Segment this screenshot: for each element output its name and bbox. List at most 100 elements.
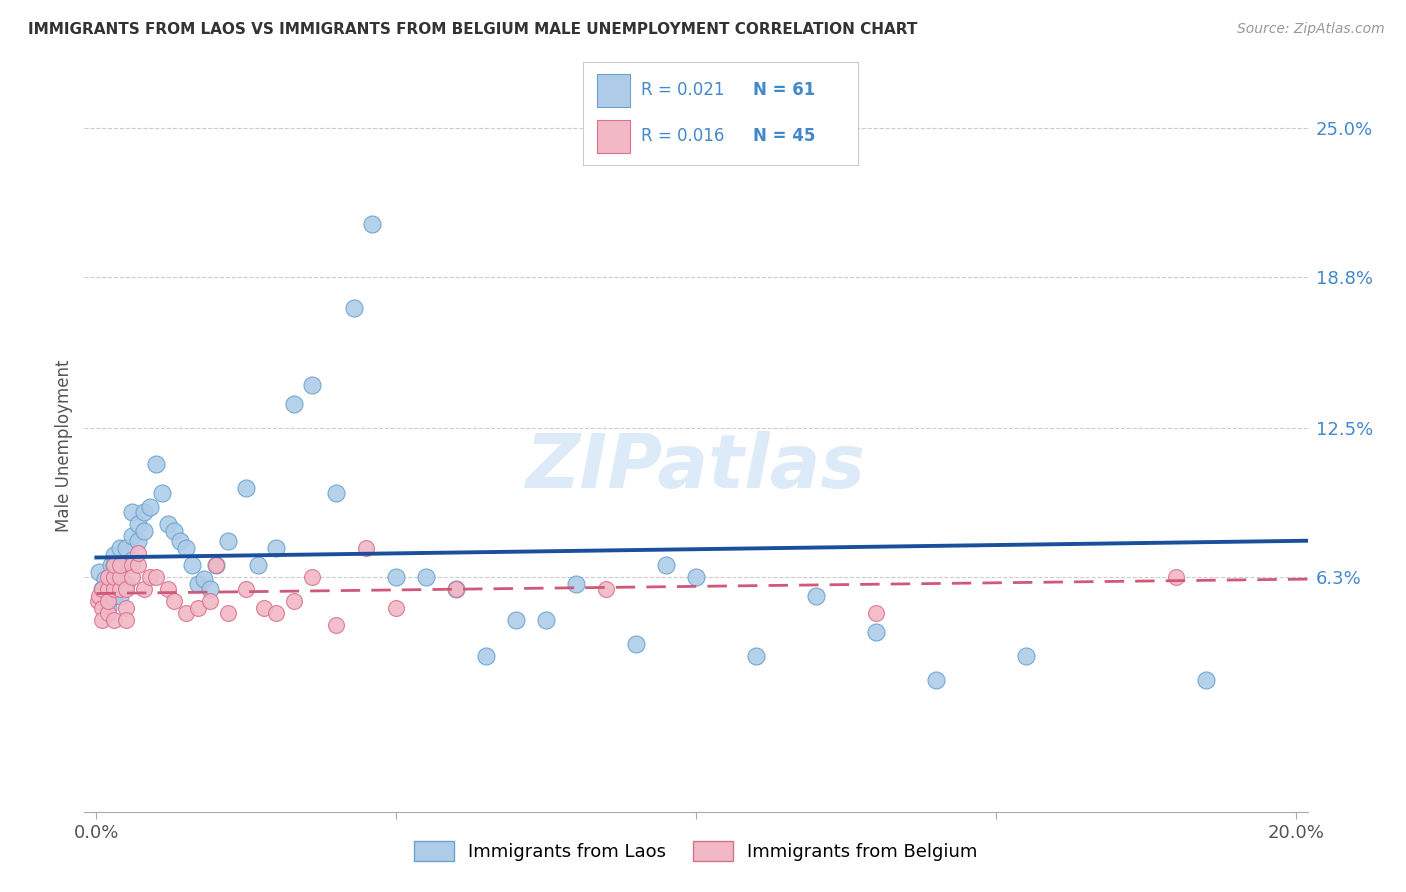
Point [193, 572, 215, 586]
Point [134, 524, 156, 538]
Point [127, 516, 149, 531]
Point [624, 637, 647, 651]
Point [264, 606, 287, 620]
Point [103, 577, 125, 591]
Text: N = 61: N = 61 [754, 81, 815, 99]
Point [169, 533, 191, 548]
Point [444, 582, 467, 596]
Point [115, 600, 138, 615]
Point [343, 301, 366, 315]
Point [97, 593, 120, 607]
Point [217, 606, 239, 620]
Point [97, 582, 120, 596]
Point [1164, 570, 1187, 584]
Point [103, 589, 125, 603]
Point [91, 582, 114, 596]
Text: N = 45: N = 45 [754, 128, 815, 145]
Point [301, 377, 323, 392]
Point [110, 570, 132, 584]
Text: R = 0.016: R = 0.016 [641, 128, 724, 145]
Point [385, 570, 408, 584]
Point [187, 600, 209, 615]
Point [145, 570, 167, 584]
Point [112, 558, 135, 572]
Text: R = 0.021: R = 0.021 [641, 81, 724, 99]
Point [89, 589, 111, 603]
Point [283, 593, 305, 607]
Point [200, 593, 222, 607]
Point [103, 570, 125, 584]
Point [121, 505, 143, 519]
Point [134, 582, 156, 596]
Point [325, 617, 347, 632]
Point [145, 457, 167, 471]
Point [100, 558, 122, 572]
Point [103, 548, 125, 562]
Point [121, 570, 143, 584]
Point [115, 541, 138, 555]
Text: ZIPatlas: ZIPatlas [526, 432, 866, 505]
Point [103, 582, 125, 596]
Point [301, 570, 323, 584]
Point [283, 397, 305, 411]
Point [247, 558, 270, 572]
Point [163, 524, 186, 538]
Point [205, 558, 228, 572]
Point [444, 582, 467, 596]
Point [110, 582, 132, 596]
Point [121, 529, 143, 543]
Point [385, 600, 408, 615]
Point [97, 606, 120, 620]
Point [150, 485, 173, 500]
Point [865, 624, 887, 639]
Text: Source: ZipAtlas.com: Source: ZipAtlas.com [1237, 22, 1385, 37]
Point [91, 613, 114, 627]
Point [97, 600, 120, 615]
Point [121, 553, 143, 567]
Point [115, 582, 138, 596]
Point [103, 558, 125, 572]
Point [1015, 648, 1038, 663]
Bar [598, 120, 630, 153]
Point [94, 572, 117, 586]
Point [235, 481, 257, 495]
Point [187, 577, 209, 591]
Point [103, 613, 125, 627]
Point [865, 606, 887, 620]
Point [110, 589, 132, 603]
Point [115, 577, 138, 591]
Point [205, 558, 228, 572]
Point [157, 516, 180, 531]
Text: IMMIGRANTS FROM LAOS VS IMMIGRANTS FROM BELGIUM MALE UNEMPLOYMENT CORRELATION CH: IMMIGRANTS FROM LAOS VS IMMIGRANTS FROM … [28, 22, 918, 37]
Point [200, 582, 222, 596]
Point [91, 600, 114, 615]
Point [127, 533, 149, 548]
Point [361, 217, 384, 231]
Point [110, 570, 132, 584]
Point [1195, 673, 1218, 687]
Point [235, 582, 257, 596]
Y-axis label: Male Unemployment: Male Unemployment [55, 359, 73, 533]
Point [157, 582, 180, 596]
Point [163, 593, 186, 607]
Point [174, 606, 197, 620]
Point [685, 570, 707, 584]
Point [595, 582, 617, 596]
Point [804, 589, 827, 603]
Point [534, 613, 557, 627]
Point [181, 558, 204, 572]
Point [89, 565, 111, 579]
Point [325, 485, 347, 500]
Point [354, 541, 377, 555]
Point [103, 558, 125, 572]
Point [134, 505, 156, 519]
Point [264, 541, 287, 555]
Point [415, 570, 437, 584]
Point [110, 558, 132, 572]
Point [174, 541, 197, 555]
Point [253, 600, 276, 615]
Point [87, 593, 110, 607]
Point [139, 500, 162, 515]
Point [925, 673, 948, 687]
Point [121, 558, 143, 572]
